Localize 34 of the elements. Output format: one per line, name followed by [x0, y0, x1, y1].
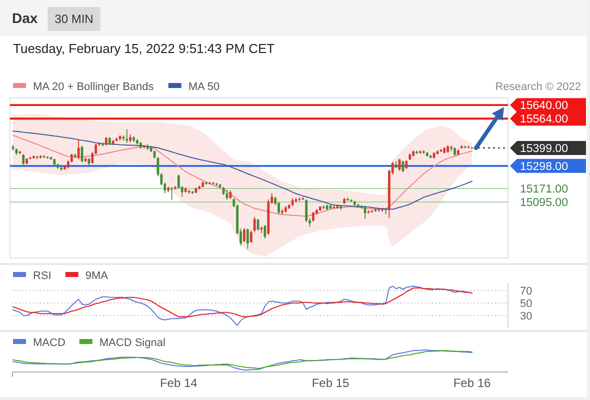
candlestick	[243, 228, 246, 242]
legend-label: MACD	[33, 337, 66, 349]
candlestick	[378, 208, 380, 212]
ref-line-label: 15640.00	[520, 100, 568, 112]
candlestick	[253, 216, 256, 233]
line-series	[12, 288, 472, 318]
ref-line-label: 15564.00	[520, 114, 568, 126]
ref-line-label: 15171.00	[520, 184, 568, 196]
y-tick-label: 30	[520, 310, 532, 322]
text: Research © 2022	[495, 81, 581, 93]
legend-label: MA 20 + Bollinger Bands	[33, 81, 154, 93]
chart-title: Dax	[12, 10, 38, 26]
legend-label: RSI	[33, 270, 52, 282]
y-tick-label: 70	[520, 285, 532, 298]
y-tick-label: 50	[520, 298, 532, 310]
candlestick	[250, 230, 252, 244]
candlestick	[312, 211, 314, 222]
x-tick-label: Feb 15	[312, 376, 350, 390]
candlestick	[278, 202, 280, 215]
interval-button[interactable]: 30 MIN	[48, 7, 100, 31]
candlestick	[246, 228, 249, 250]
candlestick	[305, 198, 308, 223]
legend-label: 9MA	[85, 270, 109, 282]
legend-label: MACD Signal	[99, 337, 166, 349]
candlestick	[77, 138, 80, 160]
candlestick	[22, 154, 25, 166]
ref-line-label: 15399.00	[520, 142, 568, 155]
x-tick-label: Feb 16	[453, 376, 492, 390]
ref-line-label: 15298.00	[520, 160, 568, 173]
ref-line-label: 15095.00	[520, 197, 568, 210]
candlestick	[264, 224, 266, 239]
x-tick-label: Feb 14	[160, 376, 198, 390]
chart-subtitle: Tuesday, February 15, 2022 9:51:43 PM CET	[13, 41, 275, 56]
legend-label: MA 50	[188, 81, 220, 93]
